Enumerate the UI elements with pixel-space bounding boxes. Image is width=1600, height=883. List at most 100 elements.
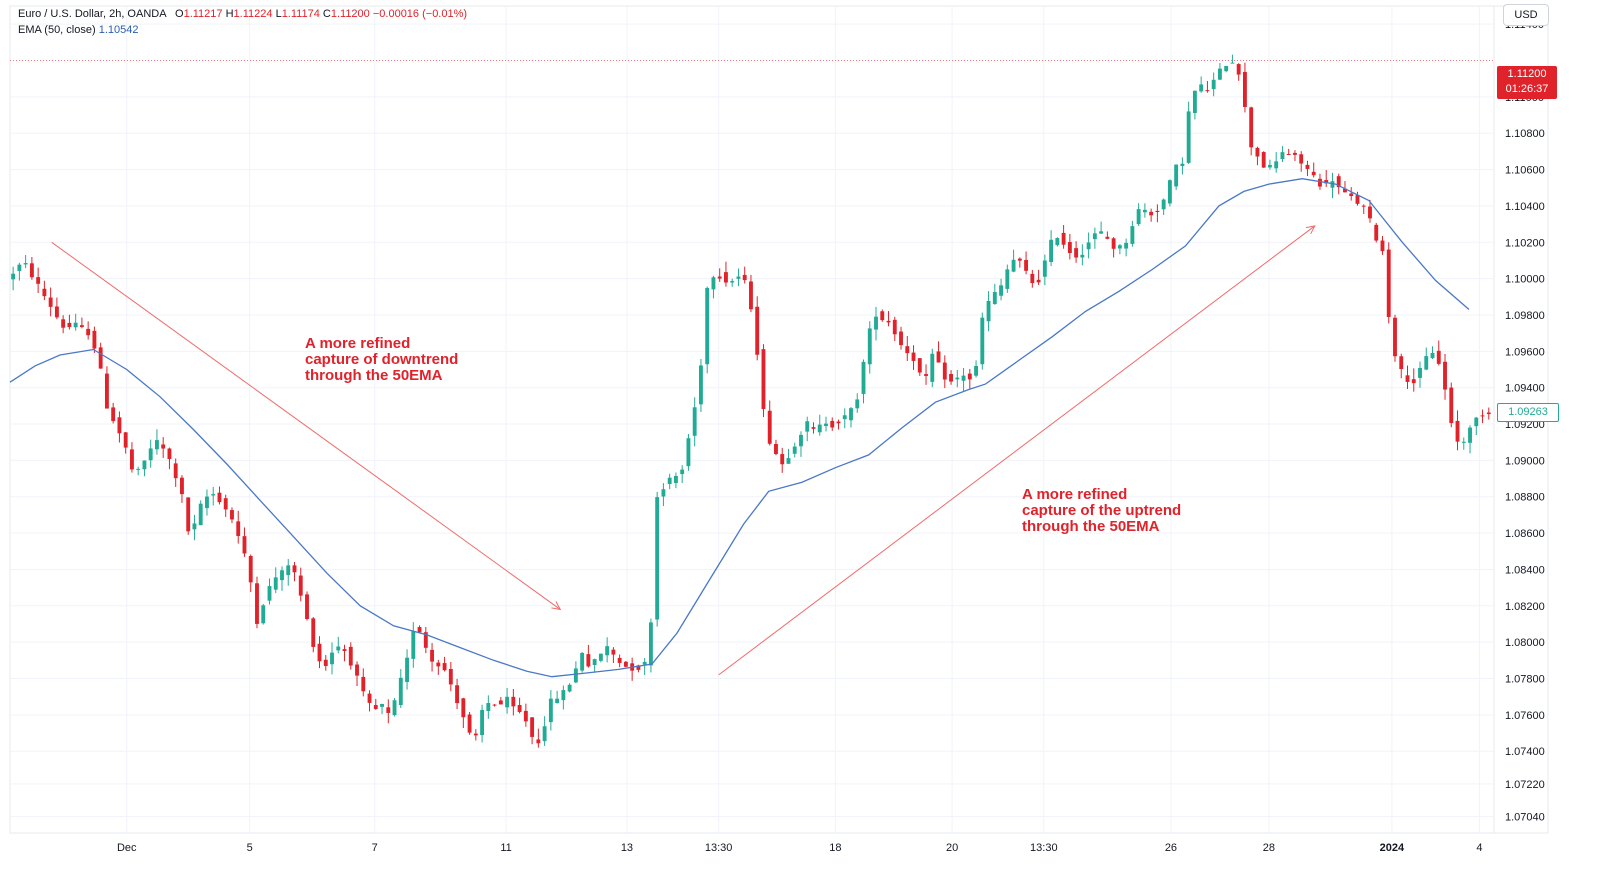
candle-body: [536, 739, 541, 744]
candle-body: [455, 685, 460, 704]
y-tick-label: 1.09200: [1505, 419, 1545, 431]
candle-body: [1274, 161, 1279, 169]
candle-body: [1067, 242, 1072, 253]
candle-body: [173, 463, 178, 479]
candle-body: [924, 374, 928, 376]
low-label: L: [275, 8, 282, 20]
candle-body: [361, 676, 366, 692]
uptrend-arrow-line: [718, 225, 1316, 676]
candle-body: [1105, 236, 1110, 239]
candle-body: [867, 328, 872, 365]
currency-button[interactable]: USD: [1503, 4, 1549, 26]
candle-body: [1249, 107, 1254, 148]
axes: 1.114001.110001.108001.106001.104001.102…: [117, 19, 1545, 854]
x-tick-label: 11: [500, 842, 511, 854]
candle-body: [286, 565, 291, 576]
candle-body: [117, 417, 122, 434]
candle-body: [842, 415, 847, 420]
candle-body: [517, 704, 522, 712]
candle-body: [205, 496, 209, 509]
candle-body: [492, 704, 497, 706]
candle-body: [705, 287, 710, 365]
grid: [9, 5, 1549, 834]
candle-body: [780, 454, 785, 465]
candle-body: [742, 274, 747, 281]
candle-body: [1055, 238, 1060, 246]
candle-body: [1011, 259, 1016, 272]
candle-body: [1092, 233, 1097, 240]
x-tick-label: 2024: [1380, 842, 1405, 854]
candle-body: [974, 365, 978, 376]
candle-body: [436, 662, 441, 667]
last-price-tag: 1.11200 01:26:37: [1497, 66, 1557, 99]
candle-body: [405, 657, 409, 683]
candle-body: [736, 276, 741, 279]
candle-body: [230, 510, 234, 520]
candle-body: [1242, 71, 1247, 107]
candle-body: [1111, 238, 1116, 249]
candle-body: [730, 280, 735, 283]
candle-body: [442, 663, 447, 671]
candle-body: [36, 277, 41, 284]
candle-body: [605, 646, 610, 656]
candle-body: [342, 649, 347, 652]
candle-body: [423, 632, 428, 648]
candle-body: [1186, 111, 1191, 163]
candle-body: [111, 407, 116, 422]
candle-body: [23, 263, 28, 265]
candle-body: [1349, 193, 1354, 196]
candle-body: [892, 319, 897, 335]
candle-body: [86, 328, 91, 336]
x-tick-label: 13:30: [705, 842, 733, 854]
candle-body: [811, 427, 816, 429]
open-value: 1.11217: [183, 8, 223, 20]
candle-body: [142, 460, 147, 470]
candle-body: [905, 346, 910, 354]
candle-body: [774, 443, 778, 455]
candle-body: [180, 477, 184, 495]
candle-body: [1086, 242, 1091, 250]
candle-body: [661, 489, 666, 497]
candle-body: [1324, 180, 1329, 184]
candle-body: [198, 503, 203, 526]
candle-body: [1080, 254, 1085, 258]
candle-body: [505, 696, 510, 708]
candle-body: [392, 700, 397, 716]
candle-body: [1305, 164, 1310, 169]
candle-body: [1286, 153, 1291, 155]
candle-body: [223, 498, 228, 510]
candle-body: [648, 622, 653, 666]
candle-body: [786, 458, 791, 464]
candle-body: [1261, 152, 1266, 168]
candle-body: [861, 361, 866, 394]
symbol-label: Euro / U.S. Dollar, 2h, OANDA: [18, 8, 166, 20]
y-tick-label: 1.08800: [1505, 492, 1545, 504]
candle-body: [1386, 249, 1391, 318]
candle-body: [486, 703, 491, 712]
candle-body: [824, 423, 828, 427]
y-tick-label: 1.08600: [1505, 528, 1545, 540]
candle-body: [955, 377, 960, 380]
candle-body: [430, 649, 435, 662]
candle-body: [1405, 375, 1410, 382]
x-tick-label: 28: [1263, 842, 1275, 854]
candle-body: [461, 698, 466, 718]
candle-body: [980, 317, 985, 365]
candle-body: [655, 497, 660, 620]
candle-body: [211, 494, 216, 496]
y-tick-label: 1.07220: [1505, 779, 1545, 791]
candle-body: [642, 661, 647, 665]
candle-body: [1355, 195, 1360, 204]
candle-body: [611, 649, 616, 655]
candle-body: [186, 497, 191, 532]
high-value: 1.11224: [233, 8, 273, 20]
candle-body: [167, 448, 172, 459]
ema-price-tag: 1.09263: [1497, 403, 1559, 422]
ema-label[interactable]: EMA (50, close): [18, 24, 96, 36]
candle-body: [311, 618, 316, 647]
downtrend-arrow-line: [51, 241, 561, 610]
candle-body: [942, 362, 947, 380]
candle-body: [949, 373, 953, 382]
candle-body: [623, 661, 628, 667]
